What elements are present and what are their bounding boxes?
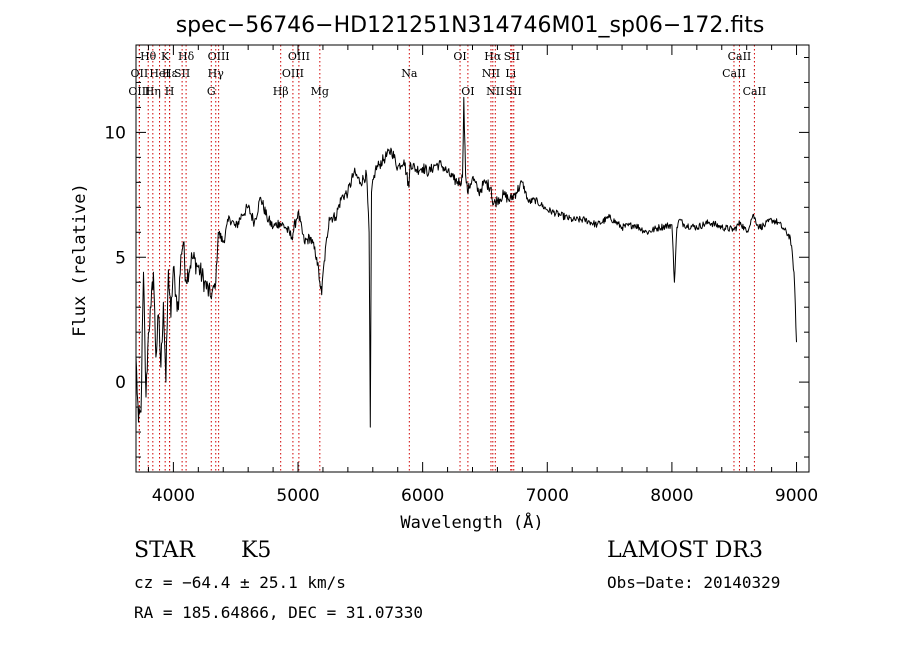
spectral-line-label: Hδ xyxy=(178,50,195,63)
spectral-line-label: Hβ xyxy=(273,85,289,98)
spectral-line-label: CaII xyxy=(722,67,746,80)
spectral-line-label: NII xyxy=(486,85,504,98)
observation-date: Obs−Date: 20140329 xyxy=(607,573,781,592)
spectral-line-label: OIII xyxy=(128,85,150,98)
spectral-line-label: Hη xyxy=(145,85,161,98)
chart-title: spec−56746−HD121251N314746M01_sp06−172.f… xyxy=(176,13,765,38)
object-class: STAR xyxy=(134,538,195,563)
series-layer xyxy=(135,96,797,428)
y-tick-label: 0 xyxy=(115,373,126,393)
object-subclass: K5 xyxy=(241,538,272,563)
spectral-line-label: OIII xyxy=(282,67,304,80)
spectral-line-label: SII xyxy=(504,50,520,63)
spectral-line-label: SII xyxy=(506,85,522,98)
plot-frame xyxy=(135,44,810,473)
spectral-line-label: SII xyxy=(174,67,190,80)
spectral-line-label: NII xyxy=(482,67,500,80)
redshift-velocity: cz = −64.4 ± 25.1 km/s xyxy=(134,573,346,592)
survey-name: LAMOST DR3 xyxy=(607,538,763,563)
x-tick-label: 9000 xyxy=(775,486,818,506)
x-tick-label: 5000 xyxy=(276,486,319,506)
x-tick-label: 6000 xyxy=(401,486,444,506)
spectral-line-label: OI xyxy=(453,50,466,63)
spectral-line-label: G xyxy=(207,85,216,98)
coordinates: RA = 185.64866, DEC = 31.07330 xyxy=(134,603,423,622)
x-tick-label: 7000 xyxy=(526,486,569,506)
y-tick-label: 5 xyxy=(115,248,126,268)
spectral-line-label: CaII xyxy=(728,50,752,63)
y-tick-label: 10 xyxy=(104,123,126,143)
axes-layer: 4000 5000 6000 7000 8000 9000 0 5 10 xyxy=(104,45,818,506)
spectral-line-label: OIII xyxy=(288,50,310,63)
spectral-line-label: OIII xyxy=(208,50,230,63)
spectral-line-label: OI xyxy=(461,85,474,98)
spectral-line-label: Li xyxy=(505,67,516,80)
spectral-line-label: Hα xyxy=(484,50,502,63)
x-axis-label: Wavelength (Å) xyxy=(400,511,543,533)
spectral-line-label: Hε xyxy=(162,67,178,80)
spectral-line-label: K xyxy=(161,50,170,63)
spectral-line-label: CaII xyxy=(743,85,767,98)
spectral-line-label: Hθ xyxy=(140,50,157,63)
x-tick-label: 4000 xyxy=(152,486,195,506)
flux-series-line xyxy=(135,96,797,428)
x-tick-label: 8000 xyxy=(650,486,693,506)
y-axis-label: Flux (relative) xyxy=(70,183,90,337)
spectral-line-label: Hγ xyxy=(208,67,225,80)
spectral-line-label: H xyxy=(165,85,175,98)
spectral-line-label: Na xyxy=(401,67,418,80)
spectral-line-label: Mg xyxy=(311,85,329,98)
